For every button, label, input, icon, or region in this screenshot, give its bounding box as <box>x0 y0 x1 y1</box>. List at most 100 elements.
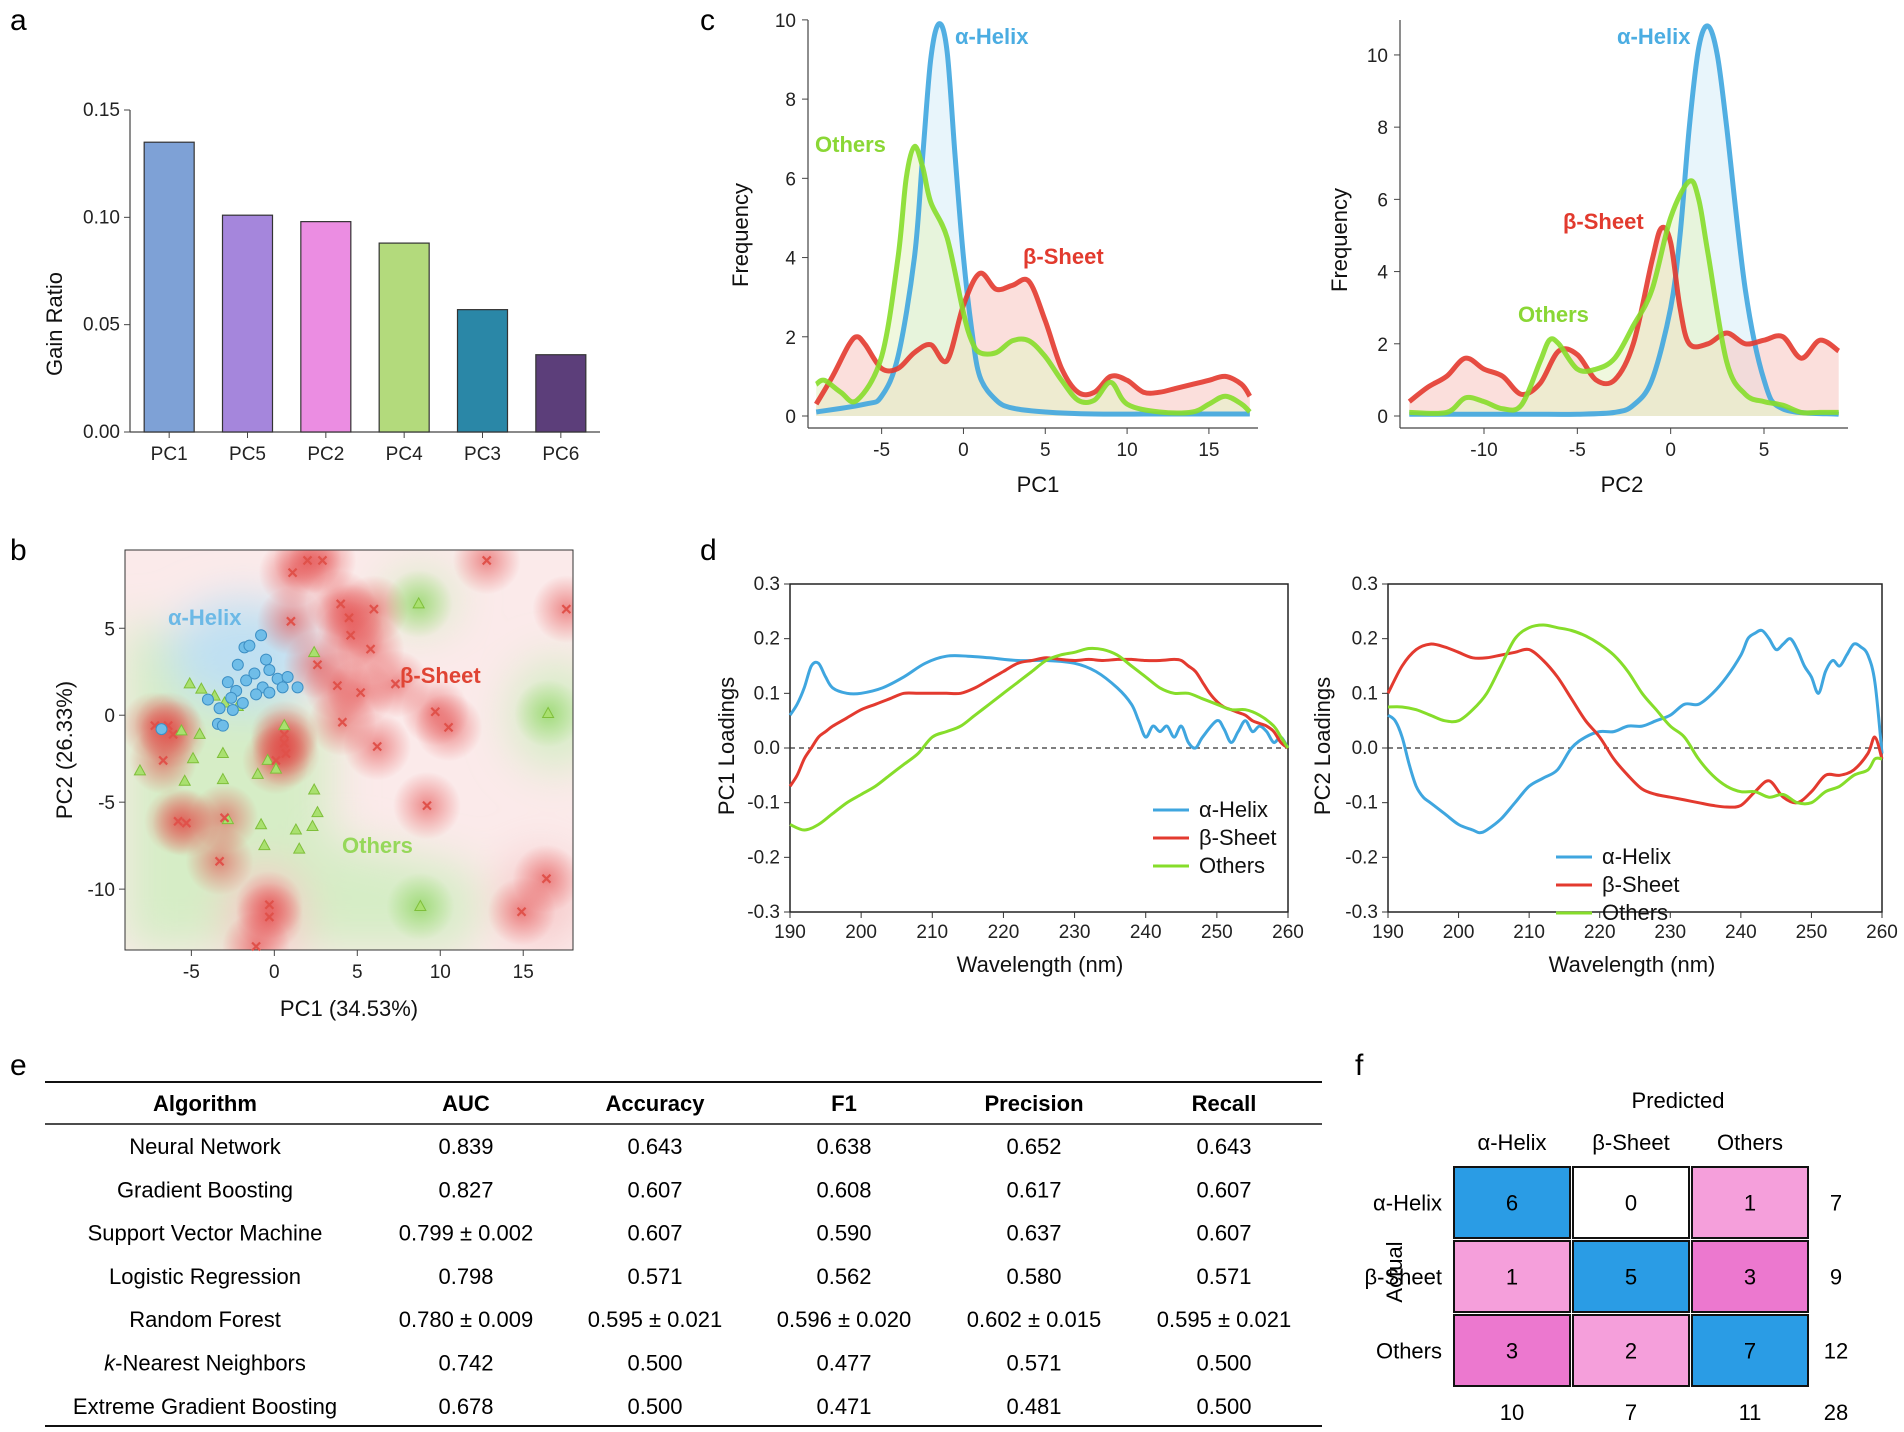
panel-label-c: c <box>700 4 715 37</box>
table-header-recall: Recall <box>1192 1091 1257 1116</box>
annotation-others: Others <box>1518 302 1589 327</box>
sheet-point <box>214 856 225 867</box>
table-cell: 0.500 <box>627 1394 682 1419</box>
x-tick-label: 0 <box>1665 440 1676 461</box>
x-tick-label: 220 <box>1584 922 1616 943</box>
x-tick-label: 220 <box>988 922 1020 943</box>
table-cell: 0.500 <box>627 1351 682 1376</box>
sheet-point <box>286 616 296 627</box>
table-cell: 0.637 <box>1006 1221 1061 1246</box>
actual-class-label: α-Helix <box>1373 1191 1442 1216</box>
y-tick-label: 2 <box>1377 335 1388 356</box>
y-tick-label: 0 <box>785 407 796 428</box>
table-cell: 0.643 <box>627 1134 682 1159</box>
y-tick-label: 0.05 <box>83 315 120 336</box>
sheet-point <box>264 912 275 922</box>
y-tick-label: 0 <box>104 706 115 727</box>
y-tick-label: 0.2 <box>754 629 780 650</box>
x-tick-label: PC1 <box>151 444 188 465</box>
table-cell-algorithm: Gradient Boosting <box>117 1177 293 1202</box>
others-point <box>412 596 426 609</box>
y-tick-label: 0.3 <box>1352 574 1378 595</box>
y-tick-label: -0.3 <box>1345 902 1378 923</box>
y-axis-label: PC1 Loadings <box>714 677 739 815</box>
column-total: 7 <box>1625 1400 1637 1425</box>
sheet-point <box>516 906 527 917</box>
x-tick-label: 210 <box>916 922 948 943</box>
x-tick-label: 10 <box>430 962 451 983</box>
row-total: 12 <box>1824 1339 1848 1364</box>
row-total: 7 <box>1830 1191 1842 1216</box>
table-cell: 0.638 <box>816 1134 871 1159</box>
helix-point <box>216 719 229 732</box>
others-point <box>175 723 188 736</box>
others-point <box>186 751 200 764</box>
table-cell: 0.562 <box>816 1264 871 1289</box>
y-tick-label: 8 <box>785 90 796 111</box>
sheet-point <box>279 729 290 740</box>
sheet-point <box>158 755 168 766</box>
confusion-matrix: Predicted Actual α-Helix α-Helix β-Sheet β-… <box>1365 1088 1849 1425</box>
helix-point <box>260 653 273 666</box>
x-tick-label: 0 <box>269 962 280 983</box>
sheet-point <box>481 555 492 566</box>
sheet-point <box>561 604 572 614</box>
helix-loading-line <box>1387 628 1884 835</box>
x-tick-label: 200 <box>1443 922 1475 943</box>
sheet-point <box>369 604 379 614</box>
matrix-cell-value: 1 <box>1744 1191 1756 1216</box>
y-axis-label: PC2 (26.33%) <box>52 681 77 819</box>
table-cell: 0.500 <box>1196 1394 1251 1419</box>
x-tick-label: 260 <box>1272 922 1304 943</box>
y-tick-label: 0.1 <box>754 683 780 704</box>
sheet-point <box>317 555 328 566</box>
grand-total: 28 <box>1824 1400 1848 1425</box>
x-axis-label: PC1 <box>1017 472 1060 497</box>
table-cell: 0.500 <box>1196 1351 1251 1376</box>
matrix-cell <box>1453 1240 1571 1313</box>
table-cell: 0.839 <box>438 1134 493 1159</box>
sheet-density-line <box>814 270 1252 406</box>
helix-point <box>226 704 239 716</box>
sheet-point <box>355 687 366 698</box>
matrix-cell-value: 6 <box>1506 1191 1518 1216</box>
y-tick-label: 5 <box>104 619 115 640</box>
pc1-loadings-chart: Wavelength (nm) PC1 Loadings 0.3 0.2 0.1 0.… <box>714 574 1304 977</box>
table-cell: 0.571 <box>1196 1264 1251 1289</box>
x-tick-label: PC5 <box>229 444 266 465</box>
legend-label-others: Others <box>1602 900 1668 925</box>
helix-point <box>243 639 256 652</box>
table-cell: 0.607 <box>1196 1221 1251 1246</box>
helix-area <box>1409 25 1839 416</box>
others-point <box>258 838 271 851</box>
y-tick-label: 10 <box>775 11 796 32</box>
y-tick-label: 0.1 <box>1352 683 1378 704</box>
y-tick-label: 0.00 <box>83 422 120 443</box>
helix-point <box>263 664 276 676</box>
matrix-cell-value: 0 <box>1625 1191 1637 1216</box>
y-tick-label: 8 <box>1377 118 1388 139</box>
y-axis-label: PC2 Loadings <box>1310 677 1335 815</box>
matrix-cell <box>1453 1314 1571 1387</box>
x-axis-label: Wavelength (nm) <box>1549 952 1716 977</box>
table-cell-algorithm: Extreme Gradient Boosting <box>73 1394 337 1419</box>
legend-label-helix: α-Helix <box>1199 797 1268 822</box>
panel-label-e: e <box>10 1049 27 1082</box>
helix-density-line <box>1409 23 1839 417</box>
helix-point <box>276 681 289 694</box>
bar-pc3 <box>456 309 509 433</box>
sheet-point <box>264 900 275 910</box>
table-cell: 0.607 <box>627 1221 682 1246</box>
x-tick-label: 5 <box>352 962 363 983</box>
bar-pc5 <box>221 214 274 433</box>
sheet-point <box>302 555 313 566</box>
y-tick-label: 6 <box>1377 190 1388 211</box>
helix-point <box>231 658 244 671</box>
x-tick-label: -5 <box>873 440 890 461</box>
y-tick-label: 10 <box>1367 46 1388 67</box>
x-tick-label: PC3 <box>464 444 501 465</box>
table-cell: 0.590 <box>816 1221 871 1246</box>
table-cell: 0.481 <box>1006 1394 1061 1419</box>
y-axis-label: Frequency <box>728 183 753 287</box>
